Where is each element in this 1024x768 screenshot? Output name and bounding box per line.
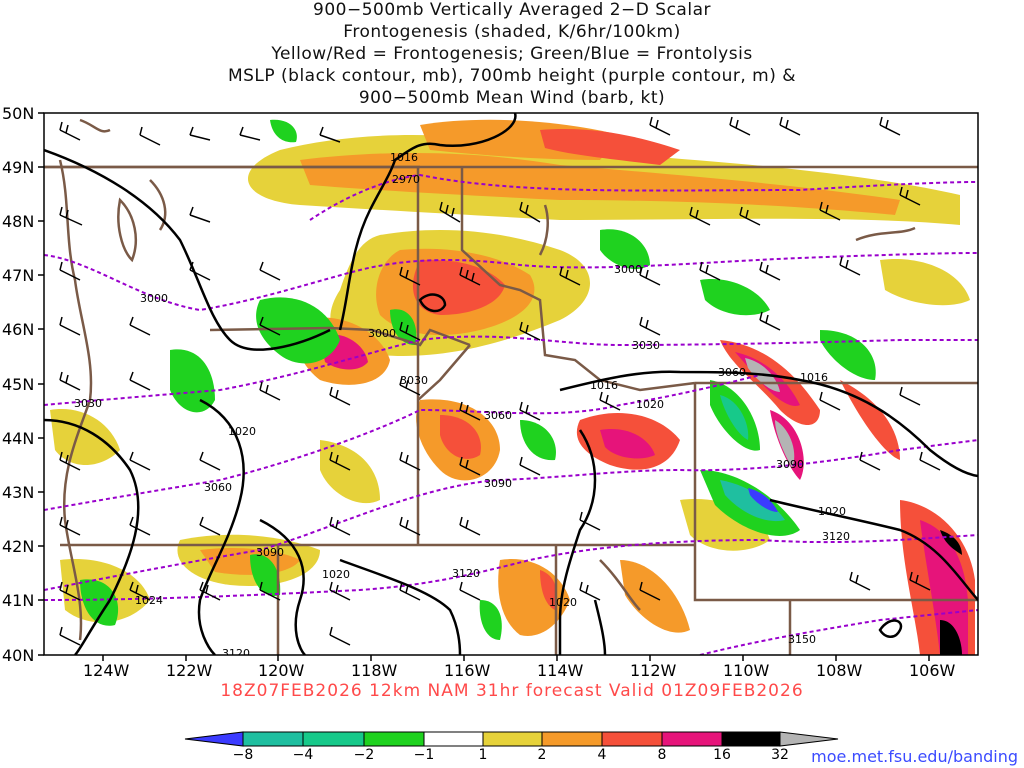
colorbar-cell [482, 731, 543, 747]
mslp-label: 1020 [228, 425, 256, 438]
mslp-label: 1020 [818, 505, 846, 518]
mslp-label: 1024 [135, 594, 163, 607]
mslp-contours [44, 113, 978, 655]
lat-label: 47N [2, 266, 35, 285]
lon-label: 116W [444, 661, 491, 680]
colorbar-label: 16 [713, 747, 731, 763]
height-label: 3060 [204, 481, 232, 494]
mslp-label: 1016 [800, 371, 828, 384]
height-label: 3060 [718, 366, 746, 379]
mslp-label: 1016 [590, 379, 618, 392]
title-line-4: MSLP (black contour, mb), 700mb height (… [227, 66, 797, 86]
height-label: 3060 [484, 409, 512, 422]
colorbar-label: 4 [597, 747, 607, 763]
wind-barbs [59, 116, 941, 646]
lat-label: 44N [2, 429, 35, 448]
lon-label: 110W [723, 661, 770, 680]
lat-label: 41N [2, 591, 35, 610]
lon-label: 108W [816, 661, 863, 680]
height-label: 3030 [74, 397, 102, 410]
colorbar-label: −1 [413, 747, 435, 763]
colorbar-label: 1 [478, 747, 488, 763]
colorbar-cell [363, 731, 425, 747]
colorbar-arrow-low [184, 731, 244, 747]
colorbar-label: 8 [657, 747, 667, 763]
lat-label: 40N [2, 646, 35, 665]
height-label: 3120 [222, 647, 250, 660]
height-label: 3090 [776, 458, 804, 471]
title-line-2: Frontogenesis (shaded, K/6hr/100km) [343, 22, 681, 42]
mslp-label: 1020 [549, 596, 577, 609]
colorbar-cell [242, 731, 304, 747]
title-line-1: 900−500mb Vertically Averaged 2−D Scalar [313, 0, 711, 20]
height-label: 3120 [452, 567, 480, 580]
contour-labels: 1016 1016 1016 1020 1020 1020 1020 1020 … [74, 151, 850, 660]
credit-link[interactable]: moe.met.fsu.edu/banding [811, 747, 1018, 766]
colorbar-label: 2 [537, 747, 547, 763]
lat-label: 49N [2, 158, 35, 177]
title-line-3: Yellow/Red = Frontogenesis; Green/Blue =… [271, 44, 753, 64]
colorbar-cell [721, 731, 781, 747]
height-label: 3030 [632, 339, 660, 352]
lat-label: 45N [2, 375, 35, 394]
colorbar-label: −2 [353, 747, 375, 763]
forecast-run-label: 18Z07FEB2026 12km NAM 31hr forecast Vali… [220, 681, 804, 701]
height-label: 3090 [484, 477, 512, 490]
colorbar-cell [661, 731, 723, 747]
lon-label: 112W [630, 661, 677, 680]
height-label: 3090 [256, 546, 284, 559]
colorbar-cell [423, 731, 484, 747]
height-label: 3030 [400, 374, 428, 387]
height-label: 3120 [822, 530, 850, 543]
lon-label: 118W [351, 661, 398, 680]
height-label: 2970 [392, 173, 420, 186]
height-contours [44, 173, 978, 655]
lon-label: 120W [258, 661, 305, 680]
colorbar-cell [541, 731, 603, 747]
colorbar-label: −4 [292, 747, 314, 763]
colorbar-label: −8 [232, 747, 254, 763]
colorbar-label: 32 [771, 747, 789, 763]
map-field: 1016 1016 1016 1020 1020 1020 1020 1020 … [44, 113, 978, 660]
colorbar-cell [601, 731, 663, 747]
lon-label: 122W [166, 661, 213, 680]
lat-label: 48N [2, 212, 35, 231]
lat-label: 50N [2, 104, 35, 123]
lon-label: 124W [83, 661, 130, 680]
lat-label: 42N [2, 537, 35, 556]
colorbar-arrow-high [779, 731, 839, 747]
height-label: 3000 [614, 263, 642, 276]
lat-label: 46N [2, 320, 35, 339]
height-label: 3000 [140, 292, 168, 305]
lat-label: 43N [2, 483, 35, 502]
frontolysis-shading [80, 119, 876, 640]
mslp-label: 1020 [636, 398, 664, 411]
political-boundaries [44, 118, 978, 655]
mslp-label: 1020 [322, 568, 350, 581]
height-label: 3000 [368, 327, 396, 340]
colorbar-cell [302, 731, 365, 747]
colorbar [184, 731, 839, 747]
lon-label: 114W [537, 661, 584, 680]
lon-label: 106W [909, 661, 956, 680]
axis-ticks [38, 112, 930, 661]
height-label: 3150 [788, 633, 816, 646]
title-line-5: 900−500mb Mean Wind (barb, kt) [358, 88, 666, 108]
mslp-label: 1016 [390, 151, 418, 164]
